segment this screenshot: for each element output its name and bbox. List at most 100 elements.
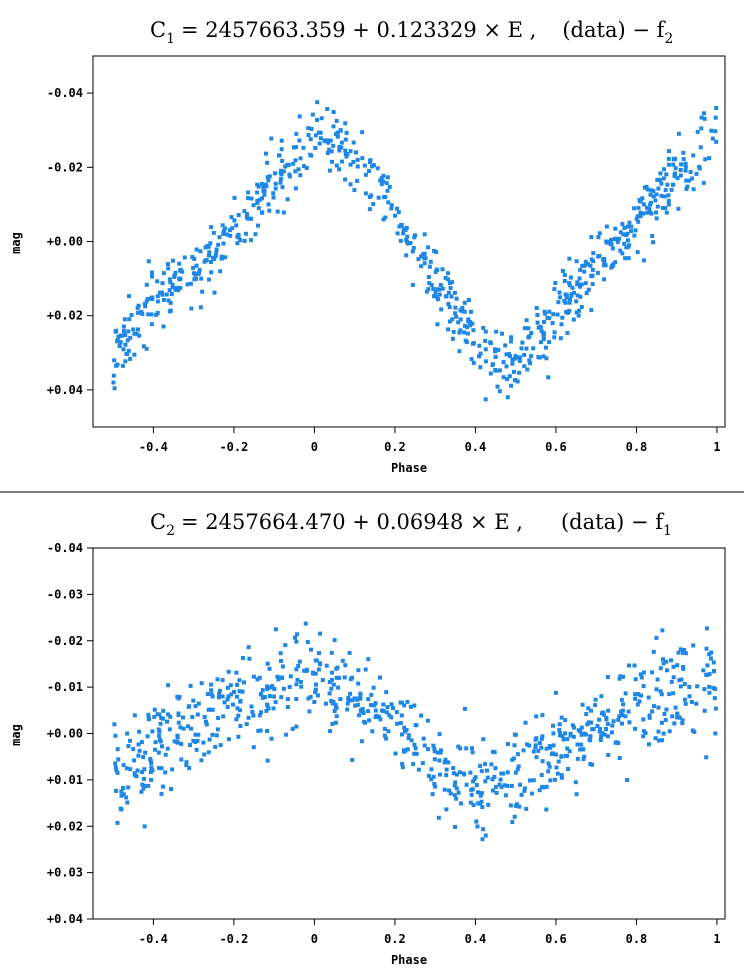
data-point <box>193 732 198 737</box>
data-point <box>714 139 719 144</box>
data-point <box>438 772 442 777</box>
data-point <box>260 688 265 693</box>
data-point <box>478 365 483 370</box>
data-point <box>635 250 640 255</box>
data-point <box>571 317 576 322</box>
data-point <box>186 704 191 709</box>
data-point <box>279 168 284 173</box>
data-point <box>426 287 431 292</box>
data-point <box>689 700 694 704</box>
data-point <box>437 287 442 292</box>
data-point <box>509 783 514 788</box>
data-point <box>146 712 151 717</box>
data-point <box>683 651 688 656</box>
data-point <box>356 668 361 673</box>
data-point <box>604 224 609 229</box>
data-point <box>335 665 340 670</box>
data-point <box>163 770 168 775</box>
data-point <box>627 243 631 248</box>
data-point <box>494 329 499 334</box>
data-point <box>139 309 144 314</box>
data-point <box>379 176 384 181</box>
data-point <box>220 223 225 228</box>
data-point <box>327 680 332 685</box>
data-point <box>334 132 338 137</box>
data-point <box>629 229 633 234</box>
data-point <box>414 751 419 756</box>
data-point <box>352 696 357 701</box>
data-point <box>312 700 317 704</box>
data-point <box>623 714 628 719</box>
data-point <box>520 340 525 345</box>
data-point <box>699 115 704 120</box>
data-point <box>454 772 459 777</box>
data-point <box>704 626 709 631</box>
data-point <box>201 740 206 745</box>
data-point <box>462 706 467 711</box>
data-point <box>313 671 318 676</box>
data-point <box>653 736 658 741</box>
data-point <box>141 755 146 760</box>
data-point <box>680 718 685 723</box>
data-point <box>510 757 515 762</box>
data-point <box>404 225 409 230</box>
data-point <box>694 171 699 176</box>
data-point <box>677 678 682 683</box>
data-point <box>640 196 645 201</box>
data-point <box>604 717 609 722</box>
data-point <box>331 682 336 687</box>
data-point <box>509 339 513 344</box>
data-point <box>166 712 171 717</box>
data-point <box>622 241 627 246</box>
data-point <box>294 667 299 672</box>
data-point <box>225 704 230 709</box>
data-point <box>695 129 700 134</box>
data-point <box>301 145 306 150</box>
data-point <box>144 299 149 304</box>
data-point <box>121 324 126 329</box>
data-point <box>655 178 660 182</box>
data-point <box>176 720 181 725</box>
data-point <box>651 194 656 199</box>
data-point <box>533 745 538 750</box>
data-point <box>431 774 436 779</box>
data-point <box>625 231 630 236</box>
data-point <box>255 198 260 203</box>
data-point <box>149 322 154 327</box>
data-point <box>483 347 488 352</box>
data-point <box>505 742 510 746</box>
data-point <box>121 329 126 334</box>
data-point <box>485 775 490 780</box>
data-point <box>236 232 241 237</box>
data-point <box>566 767 571 771</box>
data-point <box>373 715 378 720</box>
data-point <box>150 270 154 275</box>
data-point <box>678 173 683 178</box>
data-point <box>681 665 685 669</box>
data-point <box>367 169 371 173</box>
data-point <box>112 722 117 727</box>
data-point <box>687 178 692 183</box>
data-point <box>684 186 689 191</box>
data-point <box>206 707 211 712</box>
data-point <box>474 783 479 788</box>
data-point <box>285 163 290 168</box>
data-point <box>483 359 488 364</box>
data-point <box>559 773 564 778</box>
data-point <box>554 752 558 757</box>
data-point <box>503 343 508 348</box>
data-point <box>234 670 239 675</box>
data-point <box>395 231 400 236</box>
data-point <box>591 259 596 264</box>
data-point <box>194 263 199 268</box>
data-point <box>384 690 389 695</box>
data-point <box>528 778 532 783</box>
data-point <box>556 300 561 305</box>
data-point <box>579 732 584 737</box>
data-point <box>370 729 375 734</box>
y-tick-label: -0.04 <box>47 541 83 555</box>
data-point <box>210 694 215 699</box>
data-point <box>522 326 527 331</box>
data-point <box>360 156 365 161</box>
data-point <box>216 716 221 720</box>
